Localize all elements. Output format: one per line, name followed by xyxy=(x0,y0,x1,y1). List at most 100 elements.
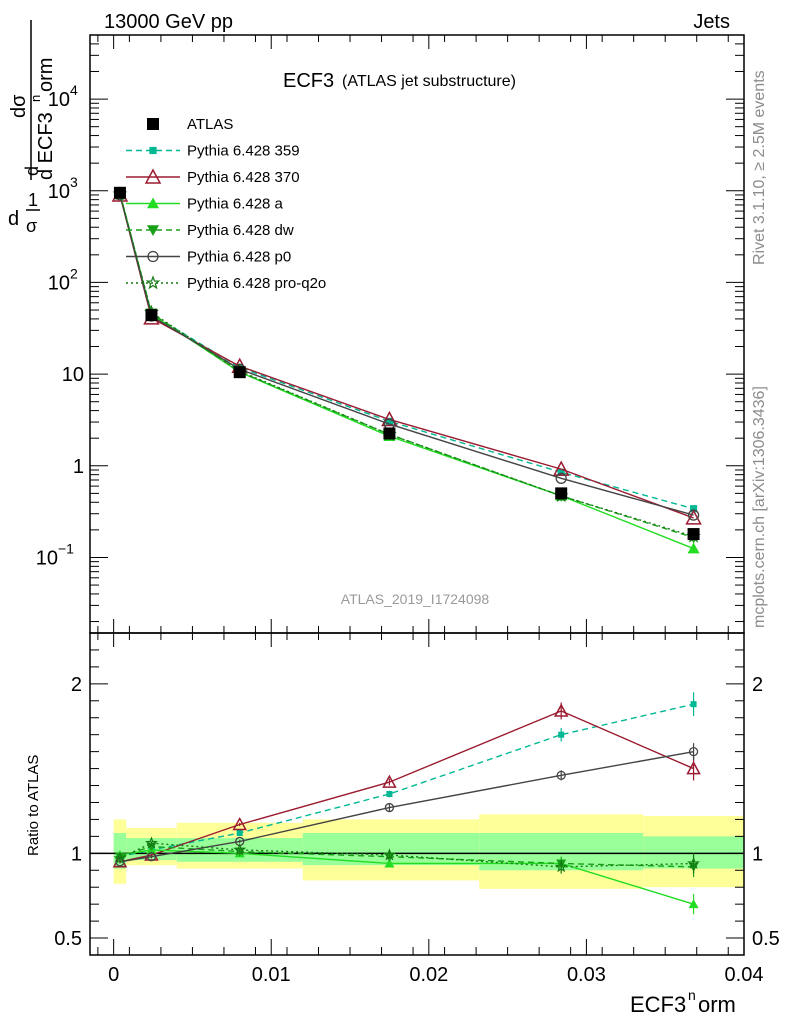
main-point-pythia-6-428-359-3 xyxy=(385,417,394,425)
ratio-point-pythia-6-428-p0-1 xyxy=(146,852,157,862)
main-y-tick-label-0: 10 −1 xyxy=(36,540,74,569)
ylabel-d-left: d xyxy=(8,208,19,230)
ratio-y-tick-label-2: 2 xyxy=(71,674,82,696)
main-point-atlas-3 xyxy=(383,427,396,440)
plot-title: ECF3 xyxy=(283,70,334,92)
x-tick-label-1: 0.01 xyxy=(252,964,291,986)
ratio-point-pythia-6-428-pro-q2o-5 xyxy=(687,856,700,869)
ratio-y-tick-label-0: 0.5 xyxy=(54,928,82,950)
main-point-pythia-6-428-359-4 xyxy=(557,468,565,476)
xlabel-tail: orm xyxy=(698,992,736,1017)
ylabel-sigma: σ xyxy=(26,216,37,236)
ratio-point-pythia-6-428-359-4 xyxy=(558,731,565,738)
main-point-pythia-6-428-359-5 xyxy=(689,505,698,513)
main-y-tick-label-1: 1 xyxy=(73,456,84,478)
main-line-pythia-6-428-370 xyxy=(119,194,694,519)
main-y-tick-base-4: 10 xyxy=(48,181,70,203)
main-point-atlas-1 xyxy=(145,309,158,322)
legend-label-pythia-6-428-a: Pythia 6.428 a xyxy=(187,196,284,213)
main-y-tick-label-2: 10 xyxy=(62,364,84,386)
main-point-pythia-6-428-370-5 xyxy=(685,509,702,525)
ratio-series-group xyxy=(112,692,701,915)
ratio-point-pythia-6-428-370-5 xyxy=(686,761,701,775)
main-y-tick-base-2: 10 xyxy=(62,364,84,386)
main-y-tick-label-4: 10 3 xyxy=(48,174,78,203)
legend-marker-pythia-6-428-pro-q2o xyxy=(145,275,161,290)
legend-label-pythia-6-428-p0: Pythia 6.428 p0 xyxy=(187,249,291,266)
ratio-point-pythia-6-428-370-4 xyxy=(553,703,569,717)
main-line-pythia-6-428-a xyxy=(119,193,694,550)
x-tick-label-4: 0.04 xyxy=(725,964,764,986)
main-point-pythia-6-428-370-3 xyxy=(381,410,398,427)
xlabel-superscript: n xyxy=(688,987,696,1003)
legend-marker-pythia-6-428-359 xyxy=(149,146,157,155)
main-point-atlas-0 xyxy=(113,186,126,199)
rivet-version-label: Rivet 3.1.10, ≥ 2.5M events xyxy=(751,70,768,265)
ratio-point-pythia-6-428-a-3 xyxy=(384,858,395,868)
main-point-atlas-5 xyxy=(687,528,700,541)
ratio-y-tick-label-right-1: 1 xyxy=(752,843,763,865)
main-point-pythia-6-428-370-4 xyxy=(552,460,570,476)
main-point-pythia-6-428-a-5 xyxy=(687,542,700,554)
ylabel-superscript: n xyxy=(28,95,43,102)
ratio-line-pythia-6-428-359 xyxy=(119,703,694,858)
ratio-point-pythia-6-428-pro-q2o-3 xyxy=(383,848,396,861)
process-label: Jets xyxy=(693,11,730,33)
legend-label-pythia-6-428-dw: Pythia 6.428 dw xyxy=(187,222,294,239)
ylabel-tail: orm xyxy=(35,58,57,92)
ylabel-numerator: dσ xyxy=(8,94,30,118)
main-y-tick-base-3: 10 xyxy=(48,272,70,294)
main-y-tick-label-3: 10 2 xyxy=(48,265,78,294)
ratio-line-pythia-6-428-dw xyxy=(119,845,694,868)
main-line-pythia-6-428-359 xyxy=(119,193,694,510)
ratio-point-pythia-6-428-pro-q2o-2 xyxy=(233,843,247,856)
ratio-point-pythia-6-428-370-3 xyxy=(382,774,397,788)
legend-label-pythia-6-428-370: Pythia 6.428 370 xyxy=(187,169,300,186)
main-point-atlas-2 xyxy=(233,366,246,379)
ratio-point-pythia-6-428-pro-q2o-0 xyxy=(113,851,127,864)
ylabel-numerator-d: d xyxy=(22,166,42,176)
main-y-tick-label-5: 10 4 xyxy=(48,82,78,111)
plot-subtitle: (ATLAS jet substructure) xyxy=(342,73,516,90)
main-y-tick-exponent-4: 3 xyxy=(70,174,78,190)
legend-label-pythia-6-428-pro-q2o: Pythia 6.428 pro-q2o xyxy=(187,275,326,292)
main-y-tick-base-0: 10 xyxy=(36,547,58,569)
ratio-point-pythia-6-428-a-5 xyxy=(688,899,699,909)
x-axis-label: ECF3 n orm xyxy=(630,987,736,1017)
xlabel-main: ECF3 xyxy=(630,992,686,1017)
main-point-atlas-4 xyxy=(555,487,568,500)
ratio-point-pythia-6-428-pro-q2o-1 xyxy=(145,836,158,849)
legend-label-pythia-6-428-359: Pythia 6.428 359 xyxy=(187,143,300,160)
main-series-group xyxy=(111,186,702,554)
ratio-y-tick-label-1: 1 xyxy=(71,843,82,865)
analysis-watermark: ATLAS_2019_I1724098 xyxy=(341,591,490,607)
ylabel-one: 1 xyxy=(28,190,38,210)
ratio-panel-frame xyxy=(89,632,745,956)
main-y-tick-exponent-3: 2 xyxy=(70,265,78,281)
ratio-point-pythia-6-428-pro-q2o-4 xyxy=(554,860,568,873)
x-tick-label-3: 0.03 xyxy=(567,964,606,986)
main-y-tick-base-1: 1 xyxy=(73,456,84,478)
ratio-point-pythia-6-428-370-2 xyxy=(232,816,247,831)
ratio-line-pythia-6-428-p0 xyxy=(119,750,694,863)
main-y-tick-exponent-0: −1 xyxy=(58,540,74,556)
legend-marker-pythia-6-428-p0 xyxy=(147,250,159,263)
legend-label-atlas: ATLAS xyxy=(187,116,233,133)
ratio-y-axis-label: Ratio to ATLAS xyxy=(25,755,42,856)
main-line-pythia-6-428-p0 xyxy=(119,194,694,516)
energy-label: 13000 GeV pp xyxy=(104,11,233,33)
stat-uncertainty-band-3 xyxy=(302,832,480,866)
x-tick-label-2: 0.02 xyxy=(409,964,448,986)
mcplots-label: mcplots.cern.ch [arXiv:1306.3436] xyxy=(751,386,768,628)
legend-marker-pythia-6-428-a xyxy=(147,197,159,209)
legend-marker-pythia-6-428-370 xyxy=(144,168,162,184)
ratio-y-tick-label-right-2: 2 xyxy=(752,674,763,696)
legend-marker-pythia-6-428-dw xyxy=(147,225,159,236)
main-y-tick-exponent-5: 4 xyxy=(70,82,78,98)
main-line-pythia-6-428-pro-q2o xyxy=(119,193,694,538)
main-y-axis-label: d 1 σ d dσ d ECF3 n orm xyxy=(8,20,57,236)
legend: ATLAS Pythia 6.428 359 Pythia 6.428 370 Pyt… xyxy=(126,116,326,292)
ratio-line-pythia-6-428-370 xyxy=(119,710,694,863)
